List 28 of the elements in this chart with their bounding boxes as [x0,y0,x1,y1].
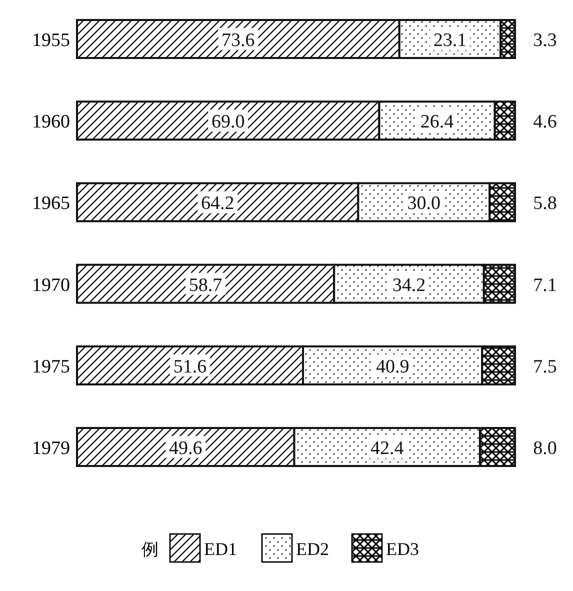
data-label: 30.0 [407,193,441,214]
y-tick-label: 1960 [32,112,70,133]
y-tick-label: 1970 [32,274,70,296]
data-label: 23.1 [433,30,467,51]
legend-label: ED3 [386,539,419,559]
data-label: 49.6 [169,438,202,459]
data-label: 7.5 [533,356,557,378]
y-tick-label: 1979 [32,438,70,459]
y-tick-label: 1955 [32,30,70,51]
data-label: 40.9 [376,356,410,378]
data-label: 3.3 [533,30,557,51]
data-label: 58.7 [188,274,222,296]
data-label: 26.4 [420,112,454,133]
y-tick-label: 1975 [32,356,70,378]
data-label: 51.6 [173,356,207,378]
data-label: 69.0 [211,112,245,133]
data-label: 4.6 [533,112,557,133]
data-label: 42.4 [370,438,404,459]
data-label: 5.8 [533,193,557,214]
data-label: 34.2 [392,274,426,296]
y-tick-label: 1965 [32,193,70,214]
data-label: 7.1 [533,274,557,296]
data-label: 8.0 [533,438,557,459]
legend-label: ED2 [296,539,329,559]
data-label: 73.6 [222,30,255,51]
legend-title: 例 [142,540,158,559]
data-label: 64.2 [200,193,234,214]
legend-label: ED1 [204,539,237,559]
